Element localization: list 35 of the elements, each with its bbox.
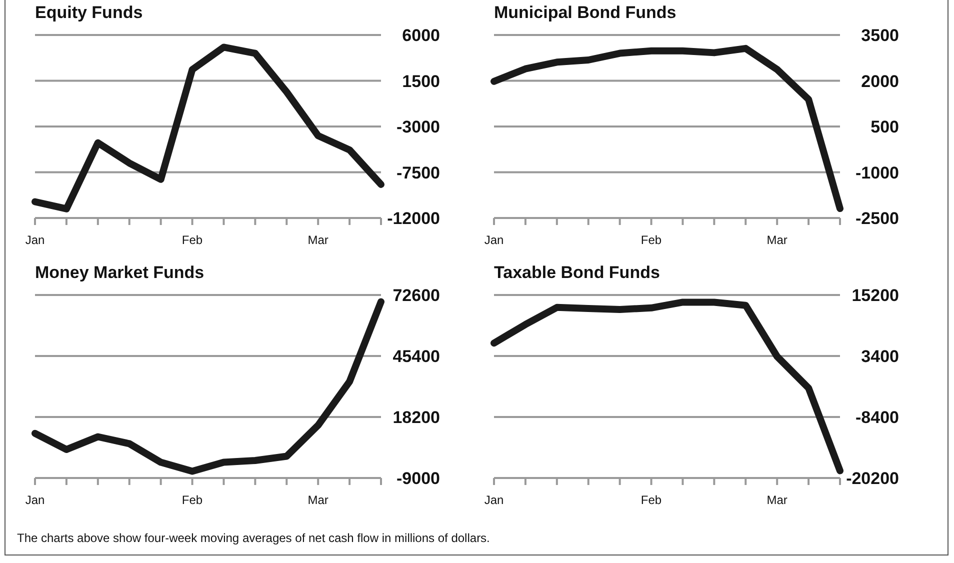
y-tick-label: -7500 — [396, 163, 440, 182]
x-tick-label: Jan — [484, 233, 504, 247]
y-tick-label: -3000 — [396, 118, 440, 136]
chart-title: Money Market Funds — [35, 263, 204, 282]
chart-title: Municipal Bond Funds — [494, 3, 676, 22]
x-tick-label: Jan — [25, 233, 45, 247]
y-tick-label: 18200 — [392, 408, 440, 427]
x-tick-label: Mar — [308, 493, 328, 507]
y-tick-label: 3400 — [861, 347, 899, 366]
y-tick-label: 2000 — [861, 72, 899, 91]
y-tick-label: -2500 — [856, 209, 899, 228]
y-tick-label: -20200 — [846, 469, 899, 488]
y-tick-label: 45400 — [392, 347, 440, 366]
x-tick-label: Jan — [484, 493, 504, 507]
y-tick-label: -8400 — [856, 408, 899, 427]
y-tick-label: 72600 — [392, 286, 440, 305]
x-tick-label: Feb — [182, 233, 203, 247]
y-tick-label: 1500 — [402, 72, 440, 91]
y-tick-label: -1000 — [856, 163, 899, 182]
y-tick-label: -9000 — [396, 469, 440, 488]
text: The charts above show four-week moving averages of net cash flow in millions of dollars. — [17, 531, 490, 545]
x-tick-label: Feb — [640, 493, 662, 507]
y-tick-label: 500 — [870, 118, 899, 136]
x-tick-label: Mar — [308, 233, 328, 247]
y-tick-label: 15200 — [852, 286, 899, 305]
x-tick-label: Feb — [182, 493, 203, 507]
x-tick-label: Jan — [25, 493, 45, 507]
x-tick-label: Mar — [766, 233, 788, 247]
chart-title: Taxable Bond Funds — [494, 263, 660, 282]
chart-title: Equity Funds — [35, 3, 143, 22]
x-tick-label: Mar — [766, 493, 788, 507]
x-tick-label: Feb — [640, 233, 662, 247]
y-tick-label: 6000 — [402, 26, 440, 45]
y-tick-label: -12000 — [387, 209, 440, 228]
y-tick-label: 3500 — [861, 26, 899, 45]
